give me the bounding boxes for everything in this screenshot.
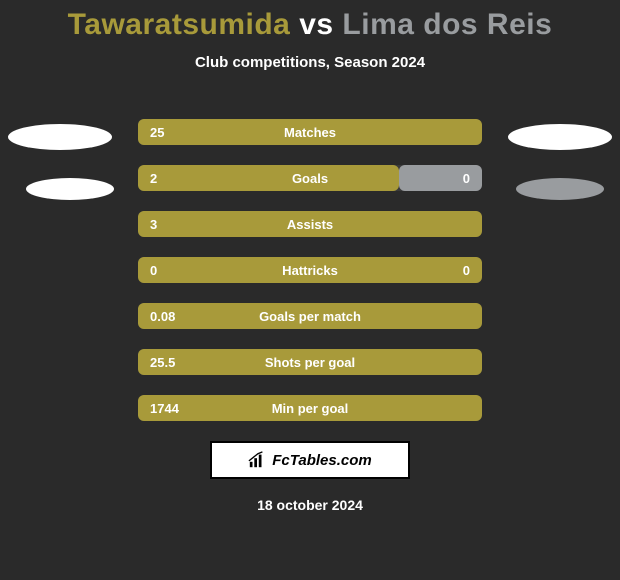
stat-value-left: 0.08 xyxy=(150,309,175,324)
stat-label: Assists xyxy=(287,217,333,232)
player1-name: Tawaratsumida xyxy=(68,8,291,41)
stat-bar: 0 0 Hattricks xyxy=(138,257,482,283)
stat-bar-left-fill xyxy=(138,165,399,191)
stat-row: 0 0 Hattricks xyxy=(0,257,620,283)
chart-icon xyxy=(248,451,266,469)
stat-value-left: 1744 xyxy=(150,401,179,416)
player2-name: Lima dos Reis xyxy=(342,8,552,41)
stats-area: 25 Matches 2 0 Goals 3 Assists 0 0 Hattricks 0.08 G… xyxy=(0,119,620,421)
stat-label: Goals xyxy=(292,171,328,186)
stat-bar: 1744 Min per goal xyxy=(138,395,482,421)
subtitle: Club competitions, Season 2024 xyxy=(0,54,620,71)
stat-row: 2 0 Goals xyxy=(0,165,620,191)
stat-value-right: 0 xyxy=(463,171,470,186)
comparison-infographic: Tawaratsumida vs Lima dos Reis Club comp… xyxy=(0,0,620,580)
stat-label: Matches xyxy=(284,125,336,140)
date-line: 18 october 2024 xyxy=(0,497,620,513)
stat-value-left: 25.5 xyxy=(150,355,175,370)
branding-text: FcTables.com xyxy=(272,452,371,469)
branding-box: FcTables.com xyxy=(210,441,410,479)
stat-value-left: 0 xyxy=(150,263,157,278)
stat-row: 3 Assists xyxy=(0,211,620,237)
stat-value-right: 0 xyxy=(463,263,470,278)
vs-text: vs xyxy=(290,8,342,41)
stat-row: 25.5 Shots per goal xyxy=(0,349,620,375)
stat-label: Hattricks xyxy=(282,263,338,278)
stat-value-left: 2 xyxy=(150,171,157,186)
stat-bar: 0.08 Goals per match xyxy=(138,303,482,329)
stat-label: Min per goal xyxy=(272,401,349,416)
stat-bar: 3 Assists xyxy=(138,211,482,237)
page-title: Tawaratsumida vs Lima dos Reis xyxy=(0,0,620,42)
stat-value-left: 3 xyxy=(150,217,157,232)
stat-row: 0.08 Goals per match xyxy=(0,303,620,329)
stat-row: 1744 Min per goal xyxy=(0,395,620,421)
stat-label: Goals per match xyxy=(259,309,361,324)
stat-bar: 2 0 Goals xyxy=(138,165,482,191)
stat-row: 25 Matches xyxy=(0,119,620,145)
stat-value-left: 25 xyxy=(150,125,164,140)
stat-bar: 25.5 Shots per goal xyxy=(138,349,482,375)
stat-label: Shots per goal xyxy=(265,355,355,370)
stat-bar: 25 Matches xyxy=(138,119,482,145)
